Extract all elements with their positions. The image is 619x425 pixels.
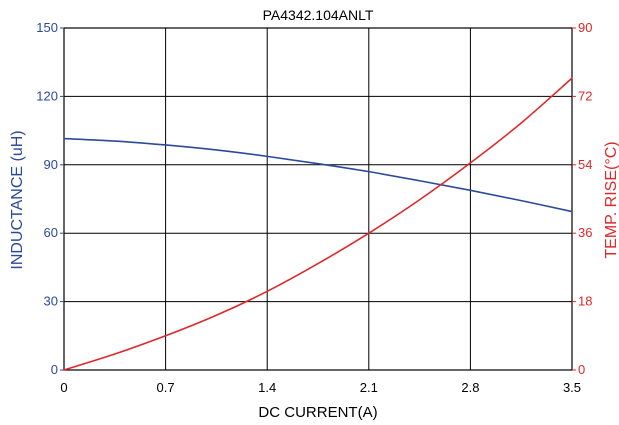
y-right-tick-label: 90: [578, 20, 592, 35]
x-tick-label: 1.4: [258, 380, 276, 395]
x-tick-label: 2.1: [360, 380, 378, 395]
x-tick-label: 0.7: [157, 380, 175, 395]
x-tick-label: 0: [60, 380, 67, 395]
y-right-tick-label: 72: [578, 88, 592, 103]
series-layer: [63, 77, 573, 371]
x-tick-label: 2.8: [461, 380, 479, 395]
y-left-tick-label: 0: [51, 362, 58, 377]
grid: [63, 27, 573, 371]
y-left-tick-label: 60: [44, 225, 58, 240]
y-right-tick-label: 18: [578, 294, 592, 309]
plot-frame: [63, 27, 573, 371]
y-left-tick-label: 30: [44, 294, 58, 309]
y-left-tick-label: 90: [44, 157, 58, 172]
y-axis-left-label: INDUCTANCE (uH): [9, 130, 26, 269]
y-left-tick-label: 150: [36, 20, 58, 35]
x-tick-label: 3.5: [563, 380, 581, 395]
y-right-tick-label: 54: [578, 157, 592, 172]
x-axis-label: DC CURRENT(A): [258, 404, 377, 421]
y-left-tick-label: 120: [36, 88, 58, 103]
y-right-tick-label: 36: [578, 225, 592, 240]
temp-rise-line: [63, 77, 573, 371]
y-right-tick-label: 0: [578, 362, 585, 377]
inductance-line: [63, 137, 573, 213]
y-axis-right-label: TEMP. RISE(°C): [603, 141, 619, 258]
ticks: 0 0.7 1.4 2.1 2.8 3.5 0 30 60 90 120 150 0 18 36 54 72 90: [36, 20, 592, 395]
chart-title: PA4342.104ANLT: [263, 7, 374, 23]
